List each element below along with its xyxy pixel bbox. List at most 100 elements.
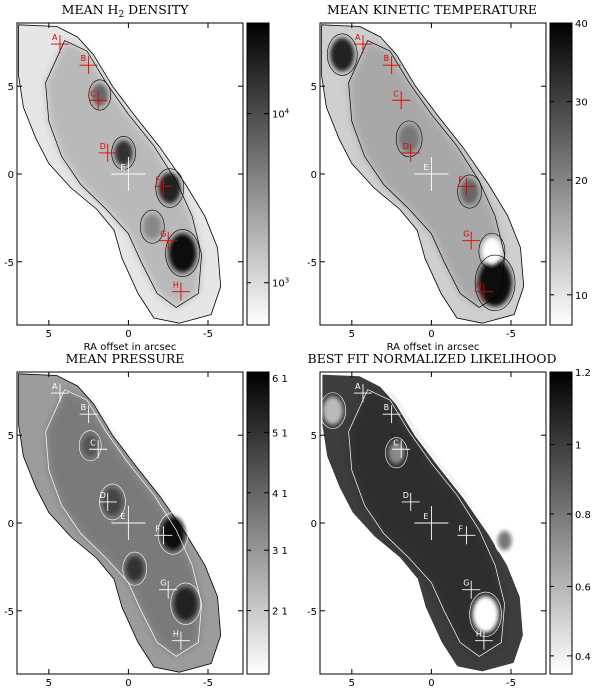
y-tick-label: 0 (311, 519, 317, 530)
marker-c: C (89, 89, 108, 110)
marker-label: D (100, 142, 106, 151)
x-tick-label: 5 (349, 329, 355, 340)
x-tick-label: 5 (349, 678, 355, 689)
marker-e: E (111, 506, 146, 540)
colorbar-tick-label: 6 1 (272, 374, 288, 385)
x-tick-label: -5 (203, 329, 213, 340)
marker-label: A (52, 33, 58, 42)
colorbar-tick-label: 1 (575, 440, 581, 451)
marker-e: E (414, 506, 449, 540)
marker-label: F (155, 175, 160, 184)
marker-label: A (355, 33, 361, 42)
marker-label: H (476, 281, 482, 290)
colorbar-tick-label: 0.6 (575, 582, 591, 593)
marker-b: B (79, 403, 98, 424)
marker-g: G (159, 579, 178, 599)
marker-c: C (89, 438, 108, 459)
y-tick-label: -5 (307, 607, 317, 618)
position-markers: A B C D E F G H (353, 33, 493, 301)
marker-label: E (423, 163, 428, 172)
marker-d: D (98, 491, 117, 511)
panel-title: MEAN H2 DENSITY (62, 2, 189, 20)
marker-b: B (79, 54, 98, 75)
marker-label: G (463, 579, 469, 588)
colorbar: 40 30 20 10 (549, 19, 588, 326)
position-markers: A B C D E F G H (353, 382, 493, 650)
colorbar-tick-label: 5 1 (272, 428, 288, 439)
axis-ticks: 5 0 -5 5 0 -5 (307, 23, 546, 340)
axis-ticks: 5 0 -5 5 0 -5 (307, 372, 546, 689)
marker-label: B (81, 54, 87, 63)
marker-label: B (384, 403, 390, 412)
x-tick-label: -5 (506, 329, 516, 340)
marker-label: E (120, 512, 125, 521)
x-tick-label: 5 (46, 678, 52, 689)
y-tick-label: -5 (307, 258, 317, 269)
marker-label: A (52, 382, 58, 391)
marker-g: G (159, 230, 178, 250)
marker-e: E (111, 157, 146, 191)
marker-a: A (353, 382, 372, 403)
y-tick-label: -5 (4, 258, 14, 269)
marker-label: G (463, 230, 469, 239)
y-tick-label: 0 (8, 170, 14, 181)
marker-label: H (173, 630, 179, 639)
marker-label: G (160, 579, 166, 588)
marker-a: A (50, 33, 69, 54)
marker-e: E (414, 157, 449, 191)
marker-label: E (423, 512, 428, 521)
x-tick-label: 0 (125, 329, 131, 340)
marker-label: D (100, 491, 106, 500)
y-tick-label: 5 (8, 82, 14, 93)
x-tick-label: -5 (506, 678, 516, 689)
colorbar: 1.2 1 0.8 0.6 0.4 (549, 368, 591, 675)
marker-label: F (458, 175, 463, 184)
marker-d: D (401, 142, 420, 162)
position-markers: A B C D E F G H (50, 33, 190, 301)
marker-label: C (393, 438, 399, 447)
marker-label: B (384, 54, 390, 63)
colorbar-tick-label: 104 (272, 108, 290, 121)
marker-label: B (81, 403, 87, 412)
marker-label: E (120, 163, 125, 172)
marker-label: F (458, 524, 463, 533)
marker-label: G (160, 230, 166, 239)
x-axis-label: RA offset in arcsec (387, 342, 480, 353)
marker-f: F (457, 175, 476, 196)
colorbar-tick-label: 10 (575, 291, 588, 302)
y-tick-label: 5 (8, 431, 14, 442)
marker-label: H (173, 281, 179, 290)
marker-label: A (355, 382, 361, 391)
marker-label: F (155, 524, 160, 533)
colorbar-tick-label: 2 1 (272, 607, 288, 618)
marker-label: C (393, 89, 399, 98)
marker-a: A (353, 33, 372, 54)
marker-label: H (476, 630, 482, 639)
marker-h: H (171, 281, 190, 301)
marker-label: C (90, 438, 96, 447)
panel-h2: A B C D E F G H 5 0 -5 5 0 -5 RA offset in arcsec MEAN … (4, 2, 290, 353)
y-tick-label: 5 (311, 82, 317, 93)
colorbar-tick-label: 40 (575, 19, 588, 30)
panel-title: MEAN PRESSURE (66, 351, 185, 366)
marker-h: H (474, 281, 493, 301)
colorbar-tick-label: 3 1 (272, 546, 288, 557)
x-tick-label: 0 (428, 678, 434, 689)
x-tick-label: 5 (46, 329, 52, 340)
marker-f: F (154, 524, 173, 545)
marker-c: C (392, 89, 411, 110)
marker-a: A (50, 382, 69, 403)
y-tick-label: 0 (8, 519, 14, 530)
marker-g: G (462, 230, 481, 250)
y-tick-label: 5 (311, 431, 317, 442)
x-axis-label: RA offset in arcsec (84, 342, 177, 353)
y-tick-label: -5 (4, 607, 14, 618)
panel-title: BEST FIT NORMALIZED LIKELIHOOD (308, 351, 557, 366)
y-tick-label: 0 (311, 170, 317, 181)
panel-title: MEAN KINETIC TEMPERATURE (327, 2, 537, 17)
colorbar: 104 103 (246, 22, 290, 326)
marker-h: H (474, 630, 493, 650)
marker-f: F (457, 524, 476, 545)
x-tick-label: 0 (428, 329, 434, 340)
